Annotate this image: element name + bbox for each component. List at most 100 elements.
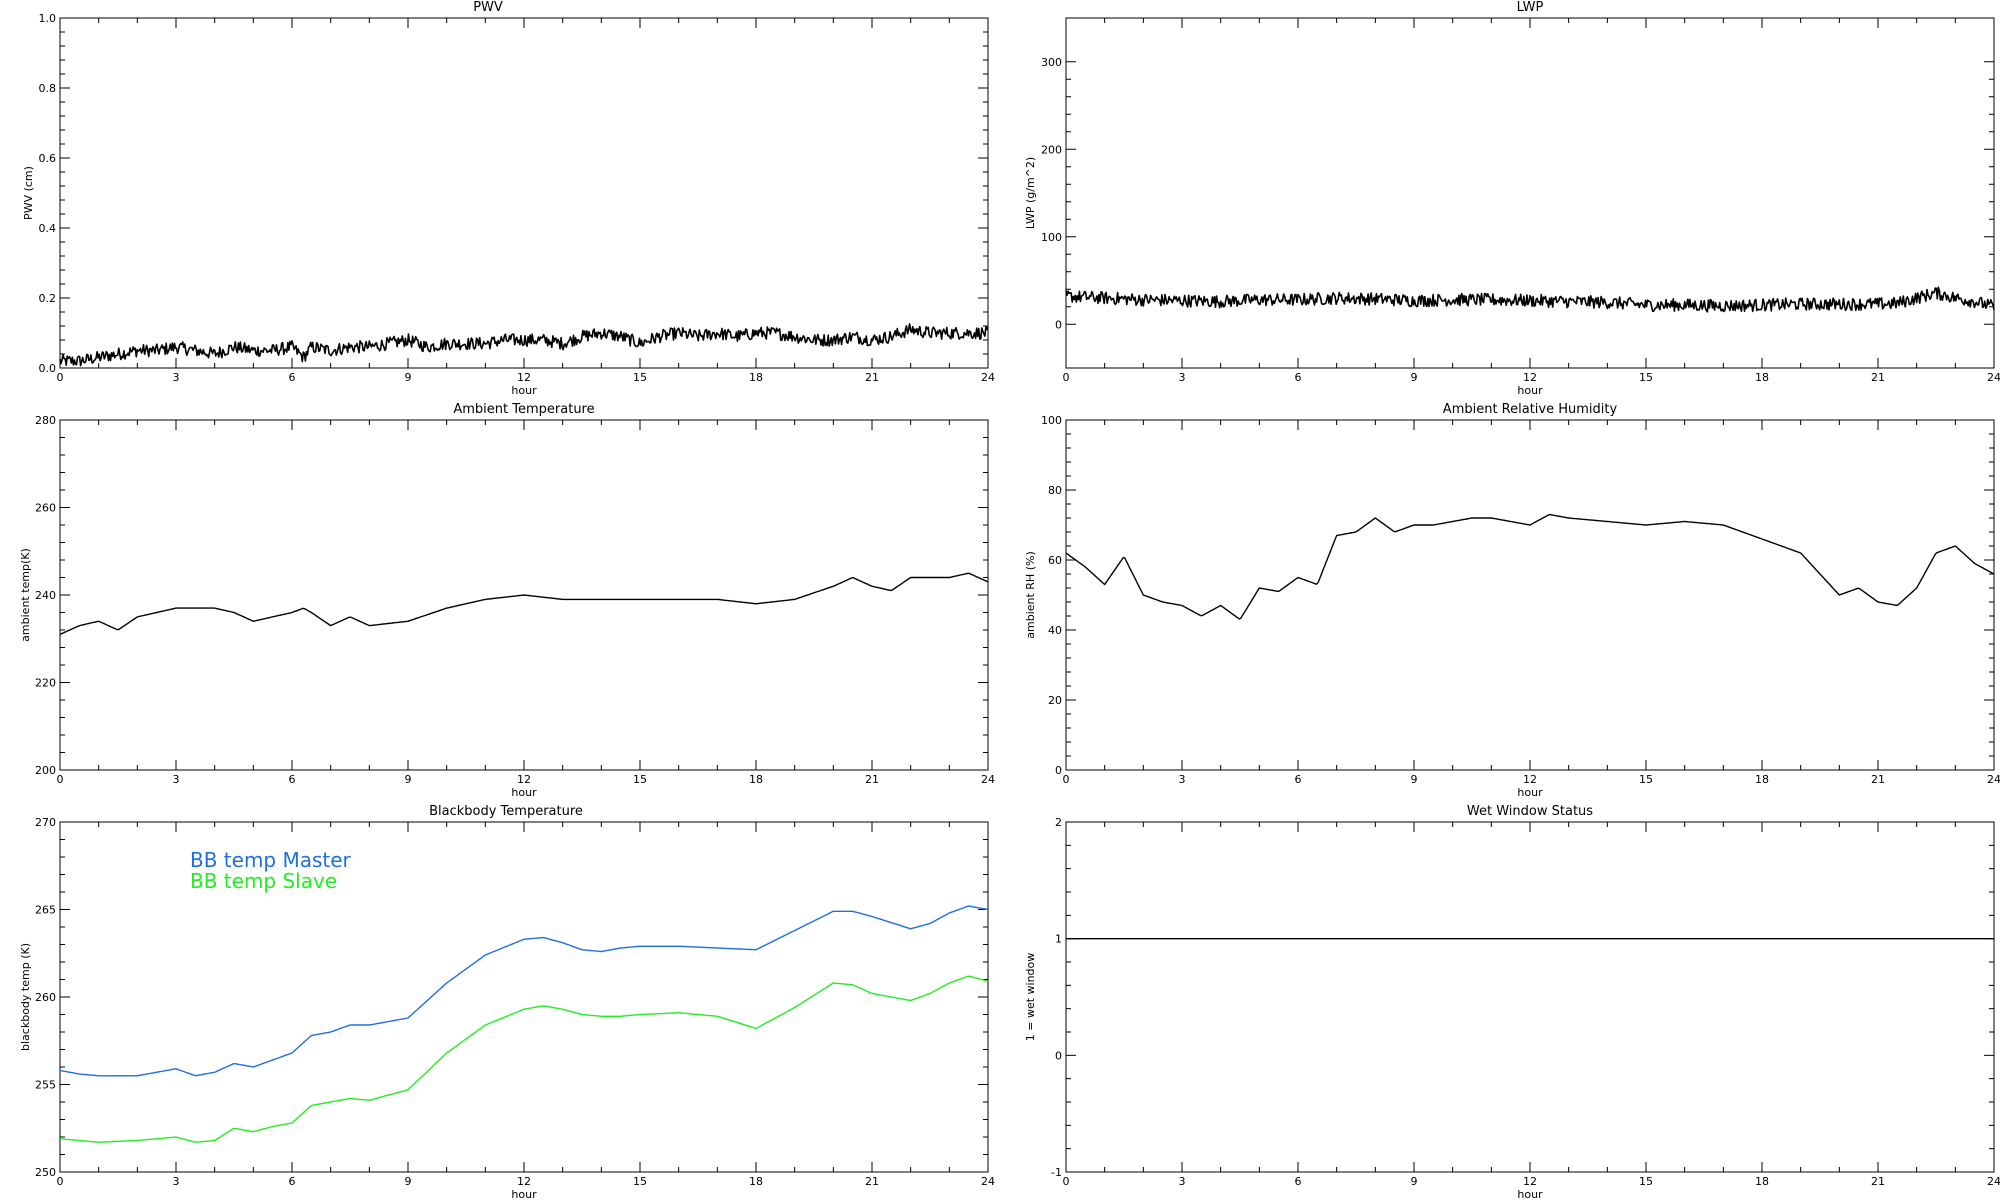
panel-blackbody-temperature: Blackbody Temperature 0 3 6 9 12 15 18 21 24 250 2…: [19, 804, 995, 1200]
panel-lwp-ylabel: LWP (g/m^2): [1024, 157, 1037, 229]
x-tick-label: 0: [57, 371, 64, 384]
x-tick-label: 15: [633, 773, 647, 786]
x-tick-label: 9: [405, 1175, 412, 1188]
series-line-bb-temp-master: [59, 905, 989, 1077]
panel-ambient-rh: Ambient Relative Humidity 0 3 6 9 12 15 18 21 24…: [1024, 402, 2000, 799]
y-tick-label: 255: [35, 1079, 56, 1092]
x-tick-label: 18: [749, 1175, 763, 1188]
y-tick-label: 20: [1048, 694, 1062, 707]
x-tick-label: 3: [173, 773, 180, 786]
panel-ambient-rh-frame: [1065, 419, 1995, 771]
x-tick-label: 24: [981, 1175, 995, 1188]
y-tick-label: 280: [35, 414, 56, 427]
panel-wet-window-xlabel: hour: [1517, 1188, 1543, 1200]
panel-blackbody-temperature-ticks: 0 3 6 9 12 15 18 21 24 250 255 260 265 270: [35, 816, 995, 1188]
panel-pwv-ticks: 0 3 6 9 12 15 18 21 24 0.0 0.2 0.4 0.6 0.8 1.0: [39, 12, 996, 384]
x-tick-label: 18: [1755, 371, 1769, 384]
x-tick-label: 24: [1987, 1175, 2000, 1188]
y-tick-label: 265: [35, 904, 56, 917]
panel-ambient-rh-series: [1065, 513, 1995, 620]
x-tick-label: 3: [1179, 773, 1186, 786]
x-tick-label: 18: [1755, 773, 1769, 786]
x-tick-label: 0: [57, 773, 64, 786]
panel-blackbody-temperature-series: [59, 905, 989, 1144]
y-tick-label: 1.0: [39, 12, 57, 25]
x-tick-label: 0: [1063, 773, 1070, 786]
y-tick-label: 270: [35, 816, 56, 829]
panel-ambient-rh-ylabel: ambient RH (%): [1024, 551, 1037, 639]
x-tick-label: 15: [1639, 773, 1653, 786]
x-tick-label: 3: [1179, 1175, 1186, 1188]
x-tick-label: 0: [57, 1175, 64, 1188]
y-tick-label: 2: [1055, 816, 1062, 829]
panel-blackbody-temperature-xlabel: hour: [511, 1188, 537, 1200]
y-tick-label: 240: [35, 589, 56, 602]
y-tick-label: 0.2: [39, 292, 57, 305]
x-tick-label: 18: [749, 371, 763, 384]
panel-lwp-frame: [1065, 17, 1995, 369]
series-line-ambient-rh: [1065, 513, 1995, 620]
panel-ambient-temperature-ylabel: ambient temp(K): [19, 548, 32, 642]
series-line-ambient-temperature: [59, 572, 989, 636]
x-tick-label: 9: [1411, 1175, 1418, 1188]
panel-ambient-temperature-xlabel: hour: [511, 786, 537, 799]
y-tick-label: 0: [1055, 1049, 1062, 1062]
legend-bb-temp-master: BB temp Master: [190, 848, 352, 872]
x-tick-label: 12: [1523, 371, 1537, 384]
x-tick-label: 24: [981, 773, 995, 786]
x-tick-label: 6: [1295, 1175, 1302, 1188]
panel-lwp: LWP 0 3 6 9 12 15 18 21 24 0 100 200 300 LWP (g/m^2)…: [1024, 0, 2000, 397]
y-tick-label: 60: [1048, 554, 1062, 567]
y-tick-label: 220: [35, 677, 56, 690]
x-tick-label: 0: [1063, 1175, 1070, 1188]
panel-wet-window-frame: [1065, 821, 1995, 1173]
y-tick-label: 100: [1041, 414, 1062, 427]
x-tick-label: 15: [633, 371, 647, 384]
x-tick-label: 15: [633, 1175, 647, 1188]
x-tick-label: 9: [1411, 371, 1418, 384]
y-tick-label: 0.0: [39, 362, 57, 375]
series-line-lwp: [1065, 286, 1995, 313]
x-tick-label: 18: [749, 773, 763, 786]
x-tick-label: 0: [1063, 371, 1070, 384]
panel-pwv: PWV 0 3 6 9 12 15 18 21 24 0.0 0.2 0.4 0.6 0.8 1.0 PWV…: [22, 0, 995, 397]
series-line-bb-temp-slave: [59, 975, 989, 1144]
x-tick-label: 21: [865, 773, 879, 786]
y-tick-label: 80: [1048, 484, 1062, 497]
y-tick-label: -1: [1051, 1166, 1062, 1179]
x-tick-label: 18: [1755, 1175, 1769, 1188]
panel-blackbody-temperature-title: Blackbody Temperature: [429, 804, 583, 819]
x-tick-label: 21: [865, 371, 879, 384]
x-tick-label: 21: [1871, 773, 1885, 786]
y-tick-label: 0.6: [39, 152, 57, 165]
panel-pwv-title: PWV: [473, 0, 503, 15]
x-tick-label: 12: [517, 1175, 531, 1188]
x-tick-label: 6: [1295, 371, 1302, 384]
x-tick-label: 12: [517, 371, 531, 384]
x-tick-label: 21: [865, 1175, 879, 1188]
x-tick-label: 9: [405, 773, 412, 786]
panel-lwp-title: LWP: [1517, 0, 1544, 15]
x-tick-label: 6: [289, 773, 296, 786]
x-tick-label: 9: [405, 371, 412, 384]
x-tick-label: 15: [1639, 1175, 1653, 1188]
x-tick-label: 24: [981, 371, 995, 384]
y-tick-label: 0.8: [39, 82, 57, 95]
panel-ambient-temperature-title: Ambient Temperature: [453, 402, 594, 417]
x-tick-label: 9: [1411, 773, 1418, 786]
y-tick-label: 40: [1048, 624, 1062, 637]
x-tick-label: 21: [1871, 1175, 1885, 1188]
panel-wet-window-ylabel: 1 = wet window: [1024, 953, 1037, 1042]
x-tick-label: 3: [1179, 371, 1186, 384]
x-tick-label: 24: [1987, 371, 2000, 384]
legend-bb-temp-slave: BB temp Slave: [190, 869, 337, 893]
x-tick-label: 12: [1523, 773, 1537, 786]
panel-lwp-ticks: 0 3 6 9 12 15 18 21 24 0 100 200 300: [1041, 18, 2000, 384]
y-tick-label: 250: [35, 1166, 56, 1179]
y-tick-label: 0: [1055, 764, 1062, 777]
x-tick-label: 12: [1523, 1175, 1537, 1188]
x-tick-label: 6: [1295, 773, 1302, 786]
y-tick-label: 100: [1041, 231, 1062, 244]
